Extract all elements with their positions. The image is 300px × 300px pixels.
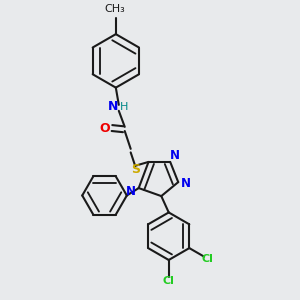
Text: N: N: [182, 177, 191, 190]
Text: CH₃: CH₃: [104, 4, 125, 14]
Text: Cl: Cl: [163, 276, 175, 286]
Text: S: S: [130, 164, 140, 176]
Text: H: H: [120, 102, 128, 112]
Text: N: N: [170, 148, 180, 161]
Text: O: O: [100, 122, 110, 134]
Text: N: N: [108, 100, 118, 113]
Text: N: N: [126, 185, 136, 198]
Text: Cl: Cl: [202, 254, 214, 264]
